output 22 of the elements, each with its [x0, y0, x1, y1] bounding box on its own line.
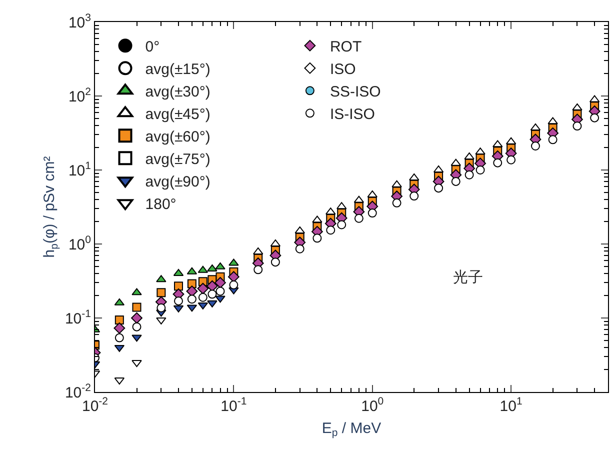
y-tick-label: 10$^{-1}$ — [64, 308, 92, 328]
legend-label: avg(±90°) — [145, 174, 210, 190]
x-axis-title: E$_{p}$ / MeV — [322, 420, 382, 440]
annotation: 光子 — [453, 268, 483, 286]
y-tick-label: 10$^{0}$ — [68, 234, 92, 254]
legend-label: SS-ISO — [330, 84, 381, 100]
legend-label: avg(±45°) — [145, 106, 210, 123]
legend-label: IS-ISO — [330, 106, 375, 123]
legend-label: avg(±75°) — [145, 151, 210, 168]
y-tick-label: 10$^{1}$ — [68, 160, 92, 180]
y-tick-label: 10$^{2}$ — [68, 86, 92, 106]
legend-label: 180° — [145, 196, 176, 213]
legend-label: avg(±60°) — [145, 128, 210, 146]
legend-label: 0° — [145, 38, 160, 56]
x-tick-label: 10$^{0}$ — [361, 396, 384, 415]
x-tick-label: 10$^{-1}$ — [220, 396, 247, 415]
x-tick-label: 10$^{1}$ — [500, 396, 522, 415]
legend-label: avg(±15°) — [145, 61, 210, 78]
legend-label: ISO — [330, 61, 356, 78]
legend-label: ROT — [330, 38, 362, 56]
y-tick-label: 10$^{3}$ — [68, 12, 92, 32]
legend-label: avg(±30°) — [145, 84, 210, 100]
